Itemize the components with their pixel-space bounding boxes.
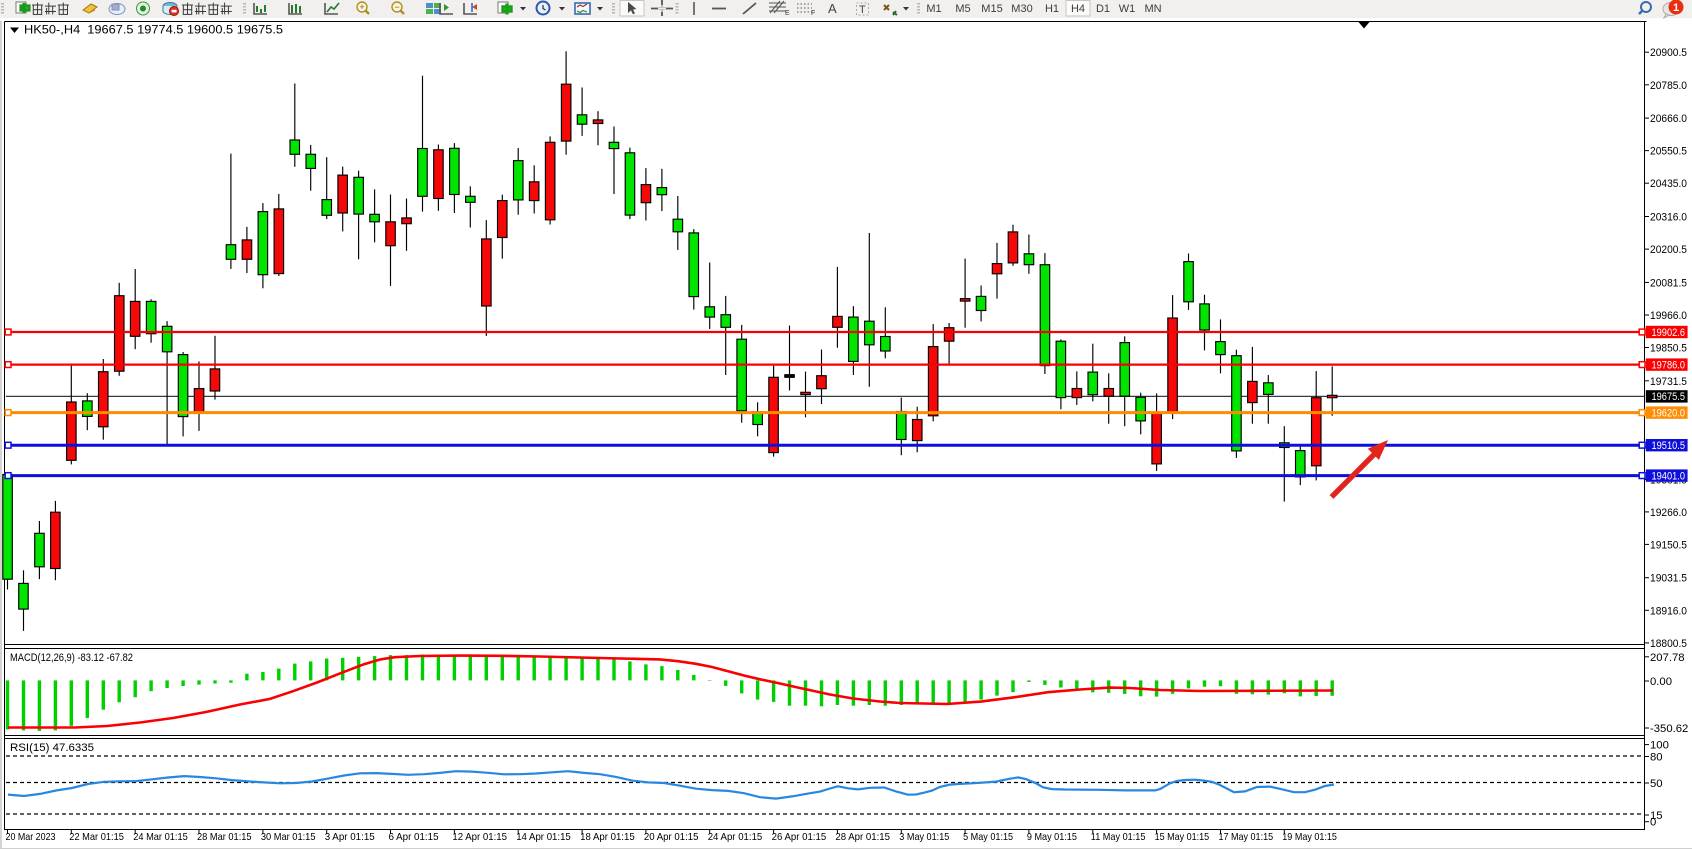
svg-text:-350.62: -350.62: [1650, 723, 1688, 735]
svg-text:12 Apr 01:15: 12 Apr 01:15: [452, 832, 507, 843]
svg-text:0: 0: [1650, 817, 1656, 829]
svg-text:9 May 01:15: 9 May 01:15: [1027, 832, 1077, 843]
svg-text:HK50-,H4 19667.5 19774.5 1960: HK50-,H4 19667.5 19774.5 19600.5 19675.5: [24, 23, 283, 37]
svg-text:80: 80: [1650, 752, 1663, 764]
svg-text:F: F: [811, 10, 815, 17]
svg-text:26 Apr 01:15: 26 Apr 01:15: [772, 832, 827, 843]
svg-text:5 May 01:15: 5 May 01:15: [963, 832, 1013, 843]
svg-text:20 Apr 01:15: 20 Apr 01:15: [644, 832, 699, 843]
svg-text:19731.5: 19731.5: [1650, 376, 1687, 388]
svg-text:19266.0: 19266.0: [1650, 507, 1687, 519]
svg-text:19620.0: 19620.0: [1652, 407, 1686, 419]
svg-text:24 Mar 01:15: 24 Mar 01:15: [133, 832, 188, 843]
svg-text:100: 100: [1650, 740, 1669, 752]
svg-text:3 Apr 01:15: 3 Apr 01:15: [325, 832, 375, 843]
svg-text:20 Mar 2023: 20 Mar 2023: [6, 832, 56, 843]
svg-text:30 Mar 01:15: 30 Mar 01:15: [261, 832, 316, 843]
svg-text:RSI(15) 47.6335: RSI(15) 47.6335: [10, 742, 94, 754]
svg-text:A: A: [828, 1, 837, 16]
svg-text:20666.0: 20666.0: [1650, 113, 1687, 125]
svg-text:M15: M15: [981, 3, 1002, 15]
svg-text:W1: W1: [1119, 3, 1136, 15]
svg-text:D1: D1: [1096, 3, 1110, 15]
svg-text:28 Apr 01:15: 28 Apr 01:15: [835, 832, 890, 843]
svg-text:+: +: [359, 2, 364, 12]
svg-text:M5: M5: [955, 3, 970, 15]
svg-text:19401.0: 19401.0: [1652, 470, 1686, 482]
svg-text:E: E: [785, 10, 790, 17]
svg-text:6 Apr 01:15: 6 Apr 01:15: [389, 832, 439, 843]
svg-text:20316.0: 20316.0: [1650, 212, 1687, 224]
svg-text:18916.0: 18916.0: [1650, 605, 1687, 617]
svg-text:20550.5: 20550.5: [1650, 146, 1687, 158]
svg-text:50: 50: [1650, 778, 1663, 790]
svg-text:0.00: 0.00: [1650, 676, 1672, 688]
svg-text:T: T: [859, 4, 866, 16]
svg-text:28 Mar 01:15: 28 Mar 01:15: [197, 832, 252, 843]
svg-text:19966.0: 19966.0: [1650, 310, 1687, 322]
svg-text:1: 1: [1673, 2, 1679, 14]
svg-text:M1: M1: [926, 3, 941, 15]
svg-text:14 Apr 01:15: 14 Apr 01:15: [516, 832, 571, 843]
svg-text:19786.0: 19786.0: [1652, 359, 1686, 371]
svg-text:22 Mar 01:15: 22 Mar 01:15: [69, 832, 124, 843]
svg-text:3 May 01:15: 3 May 01:15: [899, 832, 949, 843]
svg-text:H1: H1: [1045, 3, 1059, 15]
svg-text:20081.5: 20081.5: [1650, 277, 1687, 289]
svg-text:19902.6: 19902.6: [1652, 327, 1686, 339]
svg-text:20900.5: 20900.5: [1650, 47, 1687, 59]
svg-text:19150.5: 19150.5: [1650, 539, 1687, 551]
svg-text:20785.0: 20785.0: [1650, 80, 1687, 92]
svg-text:MACD(12,26,9) -83.12 -67.82: MACD(12,26,9) -83.12 -67.82: [10, 652, 133, 664]
svg-text:20435.0: 20435.0: [1650, 178, 1687, 190]
svg-text:15 May 01:15: 15 May 01:15: [1155, 832, 1210, 843]
svg-text:H4: H4: [1071, 3, 1085, 15]
svg-text:17 May 01:15: 17 May 01:15: [1219, 832, 1274, 843]
svg-text:19675.5: 19675.5: [1652, 391, 1686, 403]
svg-text:207.78: 207.78: [1650, 652, 1685, 664]
svg-text:18 Apr 01:15: 18 Apr 01:15: [580, 832, 635, 843]
svg-text:M30: M30: [1011, 3, 1032, 15]
svg-text:19510.5: 19510.5: [1652, 440, 1686, 452]
svg-text:18800.5: 18800.5: [1650, 638, 1687, 650]
svg-text:15: 15: [1650, 810, 1663, 822]
svg-text:19 May 01:15: 19 May 01:15: [1282, 832, 1337, 843]
svg-text:19850.5: 19850.5: [1650, 343, 1687, 355]
svg-text:−: −: [394, 2, 399, 12]
svg-text:24 Apr 01:15: 24 Apr 01:15: [708, 832, 763, 843]
svg-text:MN: MN: [1144, 3, 1161, 15]
svg-text:20200.5: 20200.5: [1650, 244, 1687, 256]
svg-text:11 May 01:15: 11 May 01:15: [1091, 832, 1146, 843]
svg-text:19031.5: 19031.5: [1650, 573, 1687, 585]
